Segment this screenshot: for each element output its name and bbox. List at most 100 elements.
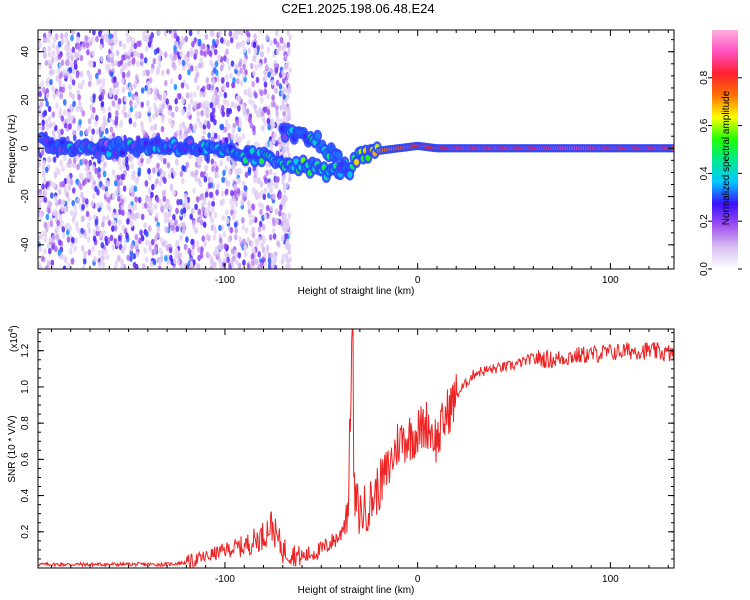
heatmap-noise-cell — [209, 102, 214, 109]
heatmap-noise-cell — [233, 189, 237, 197]
heatmap-noise-cell — [138, 237, 142, 244]
heatmap-noise-cell — [51, 111, 56, 118]
heatmap-frame — [37, 29, 675, 270]
heatmap-noise-cell — [133, 102, 138, 110]
heatmap-noise-cell — [211, 107, 216, 114]
heatmap-noise-cell — [72, 162, 77, 169]
heatmap-noise-cell — [265, 169, 269, 176]
heatmap-noise-cell — [138, 40, 142, 47]
heatmap-noise-cell — [179, 234, 183, 241]
heatmap-noise-cell — [241, 40, 246, 47]
heatmap-noise-cell — [97, 157, 102, 164]
heatmap-noise-cell — [234, 258, 239, 265]
heatmap-noise-cell — [175, 207, 179, 215]
heatmap-noise-cell — [86, 236, 91, 243]
heatmap-noise-cell — [286, 61, 290, 68]
heatmap-noise-cell — [71, 79, 76, 86]
y-tick-label: 0 — [20, 145, 31, 151]
heatmap-noise-cell — [51, 243, 55, 251]
heatmap-noise-cell — [73, 245, 77, 252]
heatmap-noise-cell — [70, 54, 74, 62]
heatmap-noise-cell — [202, 221, 207, 228]
heatmap-noise-cell — [169, 77, 174, 85]
heatmap-noise-cell — [135, 135, 140, 142]
heatmap-noise-cell — [114, 119, 118, 126]
heatmap-noise-cell — [260, 50, 264, 58]
snr-x-axis: -100 0 100 — [50, 329, 669, 585]
heatmap-noise-cell — [90, 135, 94, 142]
heatmap-signal-cell — [259, 158, 265, 165]
heatmap-track-layer — [38, 122, 674, 183]
heatmap-noise-cell — [233, 209, 237, 216]
heatmap-noise-cell — [185, 161, 190, 168]
heatmap-noise-cell — [118, 208, 122, 215]
heatmap-noise-cell — [45, 100, 49, 108]
heatmap-noise-cell — [95, 114, 99, 122]
y-tick-label: -20 — [20, 189, 31, 204]
heatmap-noise-cell — [133, 185, 138, 192]
heatmap-noise-cell — [86, 172, 90, 179]
heatmap-noise-cell — [84, 35, 89, 42]
heatmap-noise-cell — [38, 123, 43, 131]
heatmap-noise-cell — [202, 102, 206, 110]
heatmap-noise-cell — [227, 64, 232, 71]
heatmap-noise-cell — [115, 211, 119, 218]
heatmap-noise-cell — [250, 62, 254, 70]
heatmap-noise-cell — [207, 182, 212, 189]
heatmap-noise-cell — [114, 94, 118, 101]
heatmap-noise-cell — [86, 69, 91, 77]
heatmap-noise-cell — [111, 100, 116, 107]
heatmap-noise-cell — [274, 87, 278, 94]
heatmap-noise-cell — [194, 169, 199, 176]
heatmap-noise-cell — [115, 88, 120, 96]
heatmap-noise-cell — [177, 93, 181, 100]
heatmap-noise-cell — [278, 83, 283, 90]
heatmap-noise-cell — [111, 119, 116, 126]
heatmap-noise-cell — [276, 48, 280, 56]
heatmap-noise-cell — [126, 254, 130, 261]
heatmap-noise-cell — [284, 87, 289, 93]
heatmap-noise-cell — [258, 106, 262, 114]
heatmap-noise-cell — [60, 59, 65, 66]
heatmap-noise-cell — [39, 101, 44, 108]
heatmap-noise-cell — [217, 102, 221, 110]
heatmap-noise-cell — [168, 118, 172, 125]
heatmap-noise-cell — [83, 232, 88, 239]
heatmap-noise-cell — [230, 133, 235, 141]
heatmap-noise-cell — [79, 130, 83, 137]
heatmap-noise-cell — [269, 140, 273, 147]
heatmap-noise-cell — [220, 224, 225, 232]
heatmap-noise-cell — [189, 213, 193, 220]
heatmap-noise-cell — [148, 240, 152, 247]
heatmap-noise-cell — [178, 129, 183, 136]
heatmap-noise-cell — [181, 108, 185, 115]
heatmap-noise-cell — [223, 55, 227, 62]
heatmap-noise-cell — [222, 257, 227, 264]
heatmap-noise-cell — [38, 41, 42, 49]
snr-x-axis-label: Height of straight line (km) — [298, 585, 415, 596]
heatmap-noise-cell — [221, 105, 225, 112]
heatmap-noise-cell — [120, 263, 124, 269]
heatmap-noise-cell — [49, 79, 53, 86]
heatmap-noise-cell — [173, 54, 177, 61]
heatmap-noise-cell — [47, 51, 52, 58]
heatmap-noise-cell — [218, 224, 222, 232]
heatmap-noise-cell — [87, 36, 92, 43]
heatmap-noise-cell — [85, 128, 89, 135]
heatmap-noise-cell — [43, 221, 48, 229]
heatmap-noise-cell — [227, 236, 232, 243]
heatmap-noise-cell — [173, 64, 177, 71]
heatmap-noise-cell — [99, 232, 103, 239]
heatmap-noise-cell — [207, 132, 211, 139]
heatmap-noise-cell — [130, 242, 134, 250]
heatmap-noise-cell — [225, 180, 230, 187]
heatmap-noise-cell — [218, 237, 223, 244]
heatmap-noise-cell — [134, 79, 138, 86]
heatmap-noise-cell — [250, 253, 255, 260]
heatmap-noise-cell — [105, 127, 109, 135]
heatmap-noise-cell — [98, 94, 103, 102]
heatmap-noise-cell — [145, 239, 149, 246]
heatmap-noise-cell — [76, 125, 81, 132]
heatmap-noise-cell — [173, 258, 177, 265]
heatmap-noise-cell — [147, 225, 152, 232]
